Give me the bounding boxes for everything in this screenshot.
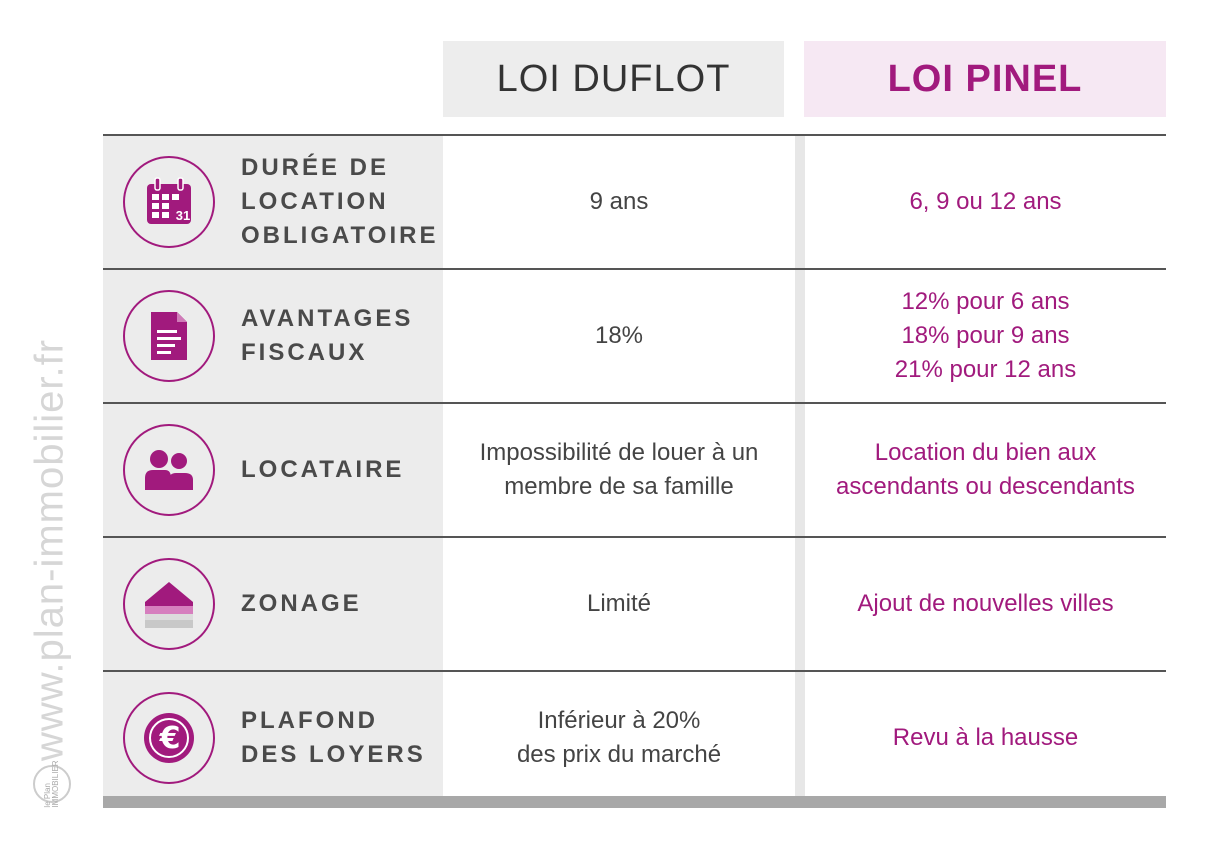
column-divider <box>795 538 805 670</box>
duflot-value: 9 ans <box>443 136 795 268</box>
row-label: ZONAGE <box>241 590 362 617</box>
watermark: www.plan-immobilier.fr <box>27 330 72 770</box>
people-icon <box>123 424 215 516</box>
row-label-cell: AVANTAGES FISCAUX <box>103 270 443 402</box>
calendar-icon: 31 <box>123 156 215 248</box>
table-row-avantages: AVANTAGES FISCAUX 18% 12% pour 6 ans 18%… <box>103 268 1166 402</box>
document-icon <box>123 290 215 382</box>
duflot-value: Inférieur à 20% des prix du marché <box>443 672 795 804</box>
header-loi-pinel: LOI PINEL <box>804 41 1166 117</box>
row-label: PLAFOND DES LOYERS <box>241 707 426 768</box>
row-label-cell: 31 DURÉE DE LOCATION OBLIGATOIRE <box>103 136 443 268</box>
pinel-value: Ajout de nouvelles villes <box>805 538 1166 670</box>
row-label-cell: LOCATAIRE <box>103 404 443 536</box>
pinel-value: Location du bien aux ascendants ou desce… <box>805 404 1166 536</box>
site-logo: le Plan IMMOBILIER <box>33 760 71 808</box>
table-row-duree: 31 DURÉE DE LOCATION OBLIGATOIRE 9 ans 6… <box>103 134 1166 268</box>
logo-text: le Plan IMMOBILIER <box>43 760 60 808</box>
column-divider <box>795 270 805 402</box>
duflot-value: 18% <box>443 270 795 402</box>
table-row-plafond: € PLAFOND DES LOYERS Inférieur à 20% des… <box>103 670 1166 804</box>
euro-icon: € <box>123 692 215 784</box>
column-divider <box>795 672 805 804</box>
calendar-day-text: 31 <box>176 208 190 223</box>
column-divider <box>795 404 805 536</box>
table-row-locataire: LOCATAIRE Impossibilité de louer à un me… <box>103 402 1166 536</box>
header-loi-duflot: LOI DUFLOT <box>443 41 784 117</box>
row-label: DURÉE DE LOCATION OBLIGATOIRE <box>241 154 439 249</box>
pinel-value: Revu à la hausse <box>805 672 1166 804</box>
house-icon <box>123 558 215 650</box>
row-label: LOCATAIRE <box>241 456 405 483</box>
duflot-value: Impossibilité de louer à un membre de sa… <box>443 404 795 536</box>
table-row-zonage: ZONAGE Limité Ajout de nouvelles villes <box>103 536 1166 670</box>
duflot-value: Limité <box>443 538 795 670</box>
row-label: AVANTAGES FISCAUX <box>241 305 414 366</box>
row-label-cell: ZONAGE <box>103 538 443 670</box>
pinel-value: 12% pour 6 ans 18% pour 9 ans 21% pour 1… <box>805 270 1166 402</box>
column-divider <box>795 136 805 268</box>
row-label-cell: € PLAFOND DES LOYERS <box>103 672 443 804</box>
pinel-value: 6, 9 ou 12 ans <box>805 136 1166 268</box>
table-bottom-bar <box>103 796 1166 808</box>
svg-text:€: € <box>159 721 181 756</box>
watermark-text: www.plan-immobilier.fr <box>27 338 72 762</box>
comparison-table: 31 DURÉE DE LOCATION OBLIGATOIRE 9 ans 6… <box>103 134 1166 804</box>
